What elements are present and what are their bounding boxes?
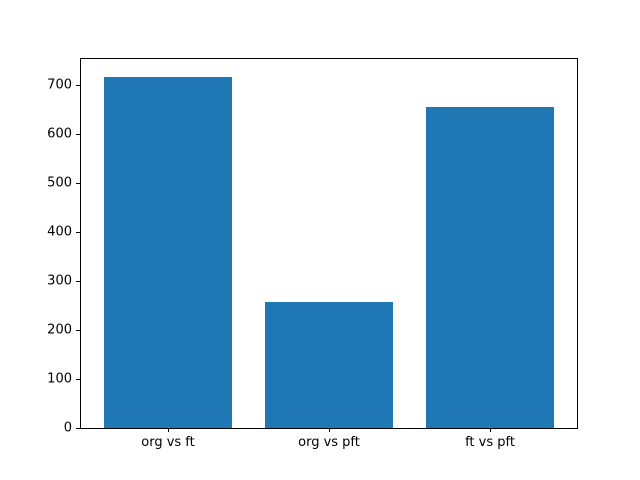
y-tick-label: 100 <box>47 371 72 387</box>
y-tick-mark <box>76 280 80 282</box>
x-tick-mark <box>489 428 491 432</box>
x-tick-label: org vs ft <box>141 435 195 450</box>
y-tick-mark <box>76 329 80 331</box>
bar-org-vs-ft <box>103 76 233 428</box>
x-tick-mark <box>328 428 330 432</box>
x-tick-label: org vs pft <box>298 435 360 450</box>
y-tick-label: 400 <box>47 224 72 240</box>
y-tick-label: 0 <box>63 420 72 436</box>
y-tick-mark <box>76 231 80 233</box>
bar-org-vs-pft <box>264 302 394 428</box>
y-tick-mark <box>76 133 80 135</box>
y-tick-mark <box>76 427 80 429</box>
y-tick-label: 300 <box>47 273 72 289</box>
bar-ft-vs-pft <box>425 106 555 428</box>
x-tick-mark <box>167 428 169 432</box>
y-tick-label: 200 <box>47 322 72 338</box>
y-tick-mark <box>76 378 80 380</box>
y-tick-mark <box>76 182 80 184</box>
y-tick-mark <box>76 84 80 86</box>
y-tick-label: 500 <box>47 175 72 191</box>
y-tick-label: 600 <box>47 126 72 142</box>
x-tick-label: ft vs pft <box>465 435 515 450</box>
y-tick-label: 700 <box>47 77 72 93</box>
plot-area: 0 100 200 300 400 500 600 700 org vs ft org vs pf… <box>47 58 578 449</box>
